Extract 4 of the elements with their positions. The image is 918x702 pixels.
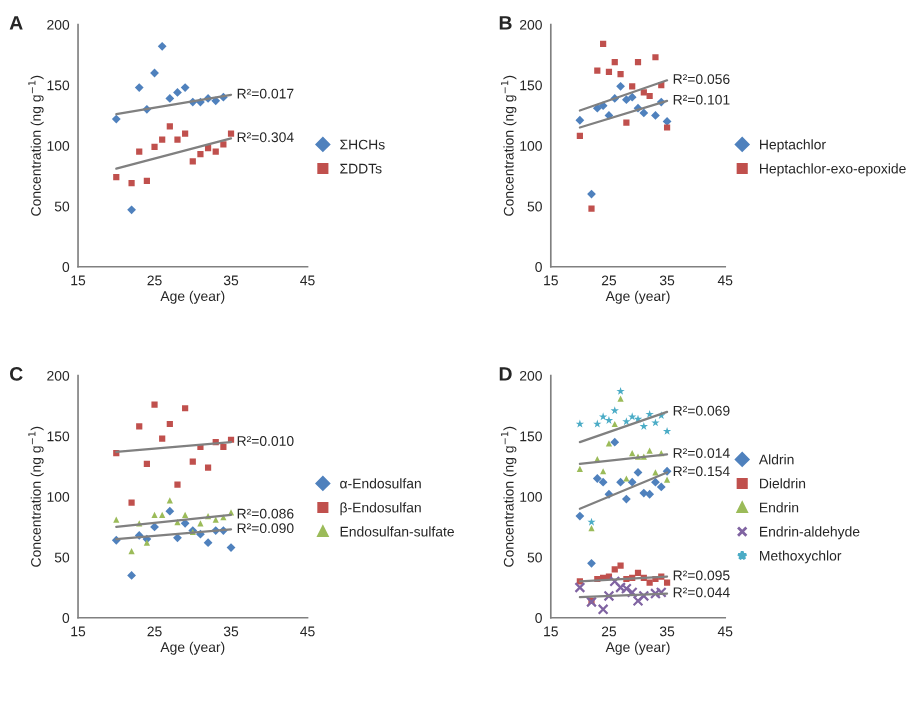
chart-title: C [9, 367, 23, 381]
chart-title: B [499, 16, 512, 30]
chart-title: D [499, 367, 512, 381]
chart-title: A [9, 16, 23, 30]
